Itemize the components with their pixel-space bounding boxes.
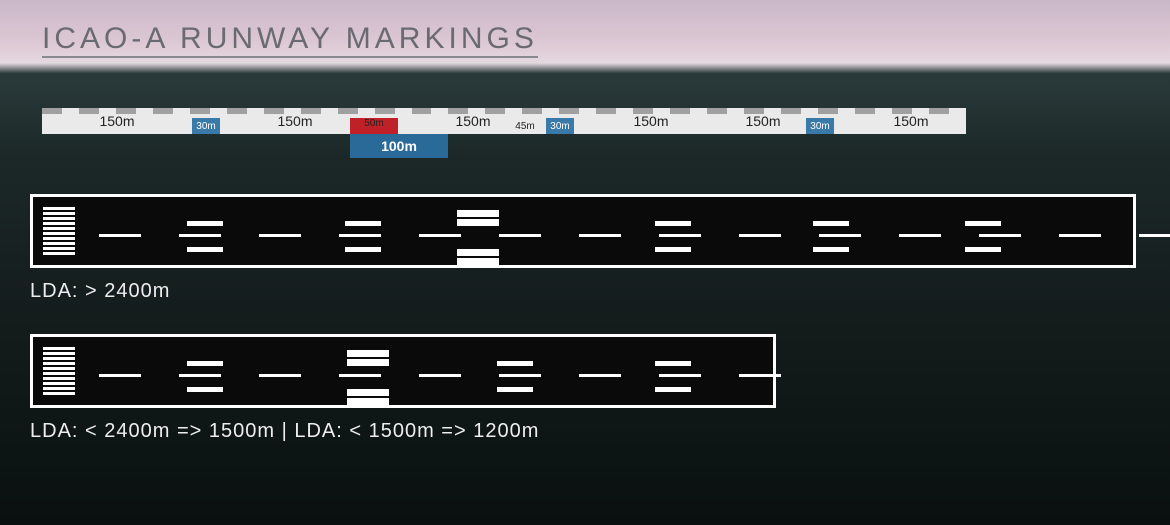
threshold-stripes <box>43 347 75 395</box>
centerline-dash <box>979 234 1021 237</box>
tdz-bar-triple <box>347 389 389 396</box>
scale-legend: 150m150m150m150m150m150m30m30m30m50m45m1… <box>42 108 966 134</box>
centerline-dash <box>179 234 221 237</box>
legend-minor-30: 30m <box>806 118 834 134</box>
threshold-stripes <box>43 207 75 255</box>
tdz-bar <box>655 247 691 252</box>
centerline-dash <box>99 234 141 237</box>
tdz-bar <box>965 221 1001 226</box>
legend-hundred: 100m <box>350 134 448 158</box>
centerline-dash <box>339 374 381 377</box>
caption-lda-short: LDA: < 2400m => 1500m | LDA: < 1500m => … <box>30 420 539 443</box>
legend-major-seg: 150m <box>220 108 370 134</box>
centerline-dash <box>179 374 221 377</box>
legend-major-seg: 150m <box>42 108 192 134</box>
centerline-dash <box>339 234 381 237</box>
tdz-bar <box>187 221 223 226</box>
tdz-bar-triple <box>347 359 389 366</box>
tdz-bar-triple <box>457 219 499 226</box>
caption-lda-long: LDA: > 2400m <box>30 280 170 303</box>
centerline-dash <box>899 234 941 237</box>
centerline-dash <box>1139 234 1170 237</box>
tdz-bar <box>655 361 691 366</box>
tdz-bar-triple <box>457 210 499 217</box>
centerline-dash <box>99 374 141 377</box>
tdz-bar <box>345 247 381 252</box>
centerline-dash <box>419 234 461 237</box>
tdz-bar <box>187 387 223 392</box>
tdz-bar <box>813 247 849 252</box>
centerline-dash <box>579 234 621 237</box>
tdz-bar <box>655 221 691 226</box>
runway-diagram-short <box>30 334 776 408</box>
tdz-bar <box>497 387 533 392</box>
tdz-bar <box>345 221 381 226</box>
tdz-bar-triple <box>347 350 389 357</box>
tdz-bar-triple <box>347 398 389 405</box>
centerline-dash <box>499 374 541 377</box>
tdz-bar-triple <box>457 258 499 265</box>
centerline-dash <box>259 234 301 237</box>
centerline-dash <box>659 234 701 237</box>
tdz-bar <box>187 247 223 252</box>
centerline-dash <box>739 374 781 377</box>
centerline-dash <box>739 234 781 237</box>
tdz-bar <box>813 221 849 226</box>
tdz-bar <box>965 247 1001 252</box>
legend-minor-30: 30m <box>192 118 220 134</box>
centerline-dash <box>819 234 861 237</box>
centerline-dash <box>419 374 461 377</box>
centerline-dash <box>499 234 541 237</box>
centerline-dash <box>1059 234 1101 237</box>
runway-diagram-long <box>30 194 1136 268</box>
legend-minor-50-label: 50m <box>350 118 398 129</box>
tdz-bar <box>497 361 533 366</box>
centerline-dash <box>259 374 301 377</box>
legend-minor-30: 30m <box>546 118 574 134</box>
centerline-dash <box>659 374 701 377</box>
tdz-bar <box>655 387 691 392</box>
tdz-bar-triple <box>457 249 499 256</box>
legend-major-seg: 150m <box>836 108 986 134</box>
page-title: ICAO-A RUNWAY MARKINGS <box>42 22 538 58</box>
tdz-bar <box>187 361 223 366</box>
centerline-dash <box>579 374 621 377</box>
legend-minor-45: 45m <box>504 118 546 134</box>
